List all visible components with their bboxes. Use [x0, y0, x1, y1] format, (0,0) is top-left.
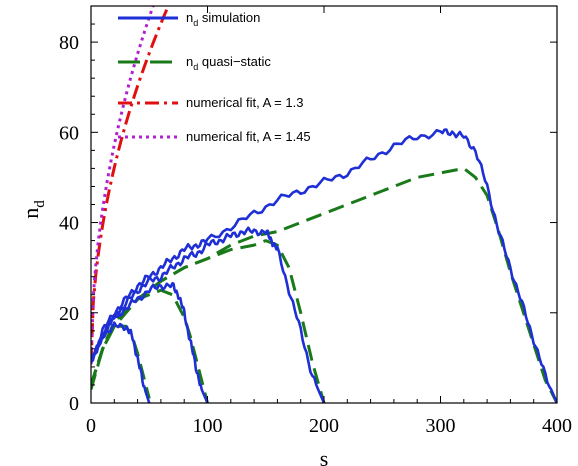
legend-label: numerical fit, A = 1.45	[186, 129, 311, 144]
series-simulation-run-2	[91, 281, 209, 403]
series-simulation-run-3	[91, 226, 326, 403]
x-tick-label: 200	[309, 415, 339, 437]
y-tick-label: 60	[59, 122, 79, 144]
plot-frame	[90, 5, 558, 404]
x-tick-label: 400	[542, 415, 572, 437]
y-tick-label: 40	[59, 213, 79, 235]
y-axis-title: nd	[18, 200, 48, 219]
legend-label: nd simulation	[186, 10, 260, 28]
y-tick-label: 20	[59, 303, 79, 325]
legend: nd simulation nd quasi−static numerical fi…	[118, 10, 311, 144]
x-tick-label: 0	[86, 415, 96, 437]
series-layer	[91, 6, 557, 403]
x-tick-label: 300	[426, 415, 456, 437]
series-quasistatic-run-2	[91, 288, 209, 403]
series-simulation-run-4	[91, 128, 557, 403]
legend-label: nd quasi−static	[186, 54, 271, 72]
legend-label: numerical fit, A = 1.3	[186, 95, 303, 110]
y-axis-title-main: n	[18, 208, 43, 219]
series-quasistatic-run-3	[91, 239, 326, 403]
series-quasistatic-run-4	[91, 166, 557, 403]
y-tick-label: 80	[59, 32, 79, 54]
x-axis-title: s	[320, 446, 329, 466]
x-tick-label: 100	[193, 415, 223, 437]
ticks-layer: 0 100 200 300 400 0 20 40 60 80	[59, 6, 572, 437]
y-axis-title-sub: d	[32, 200, 48, 208]
y-tick-label: 0	[69, 393, 79, 415]
